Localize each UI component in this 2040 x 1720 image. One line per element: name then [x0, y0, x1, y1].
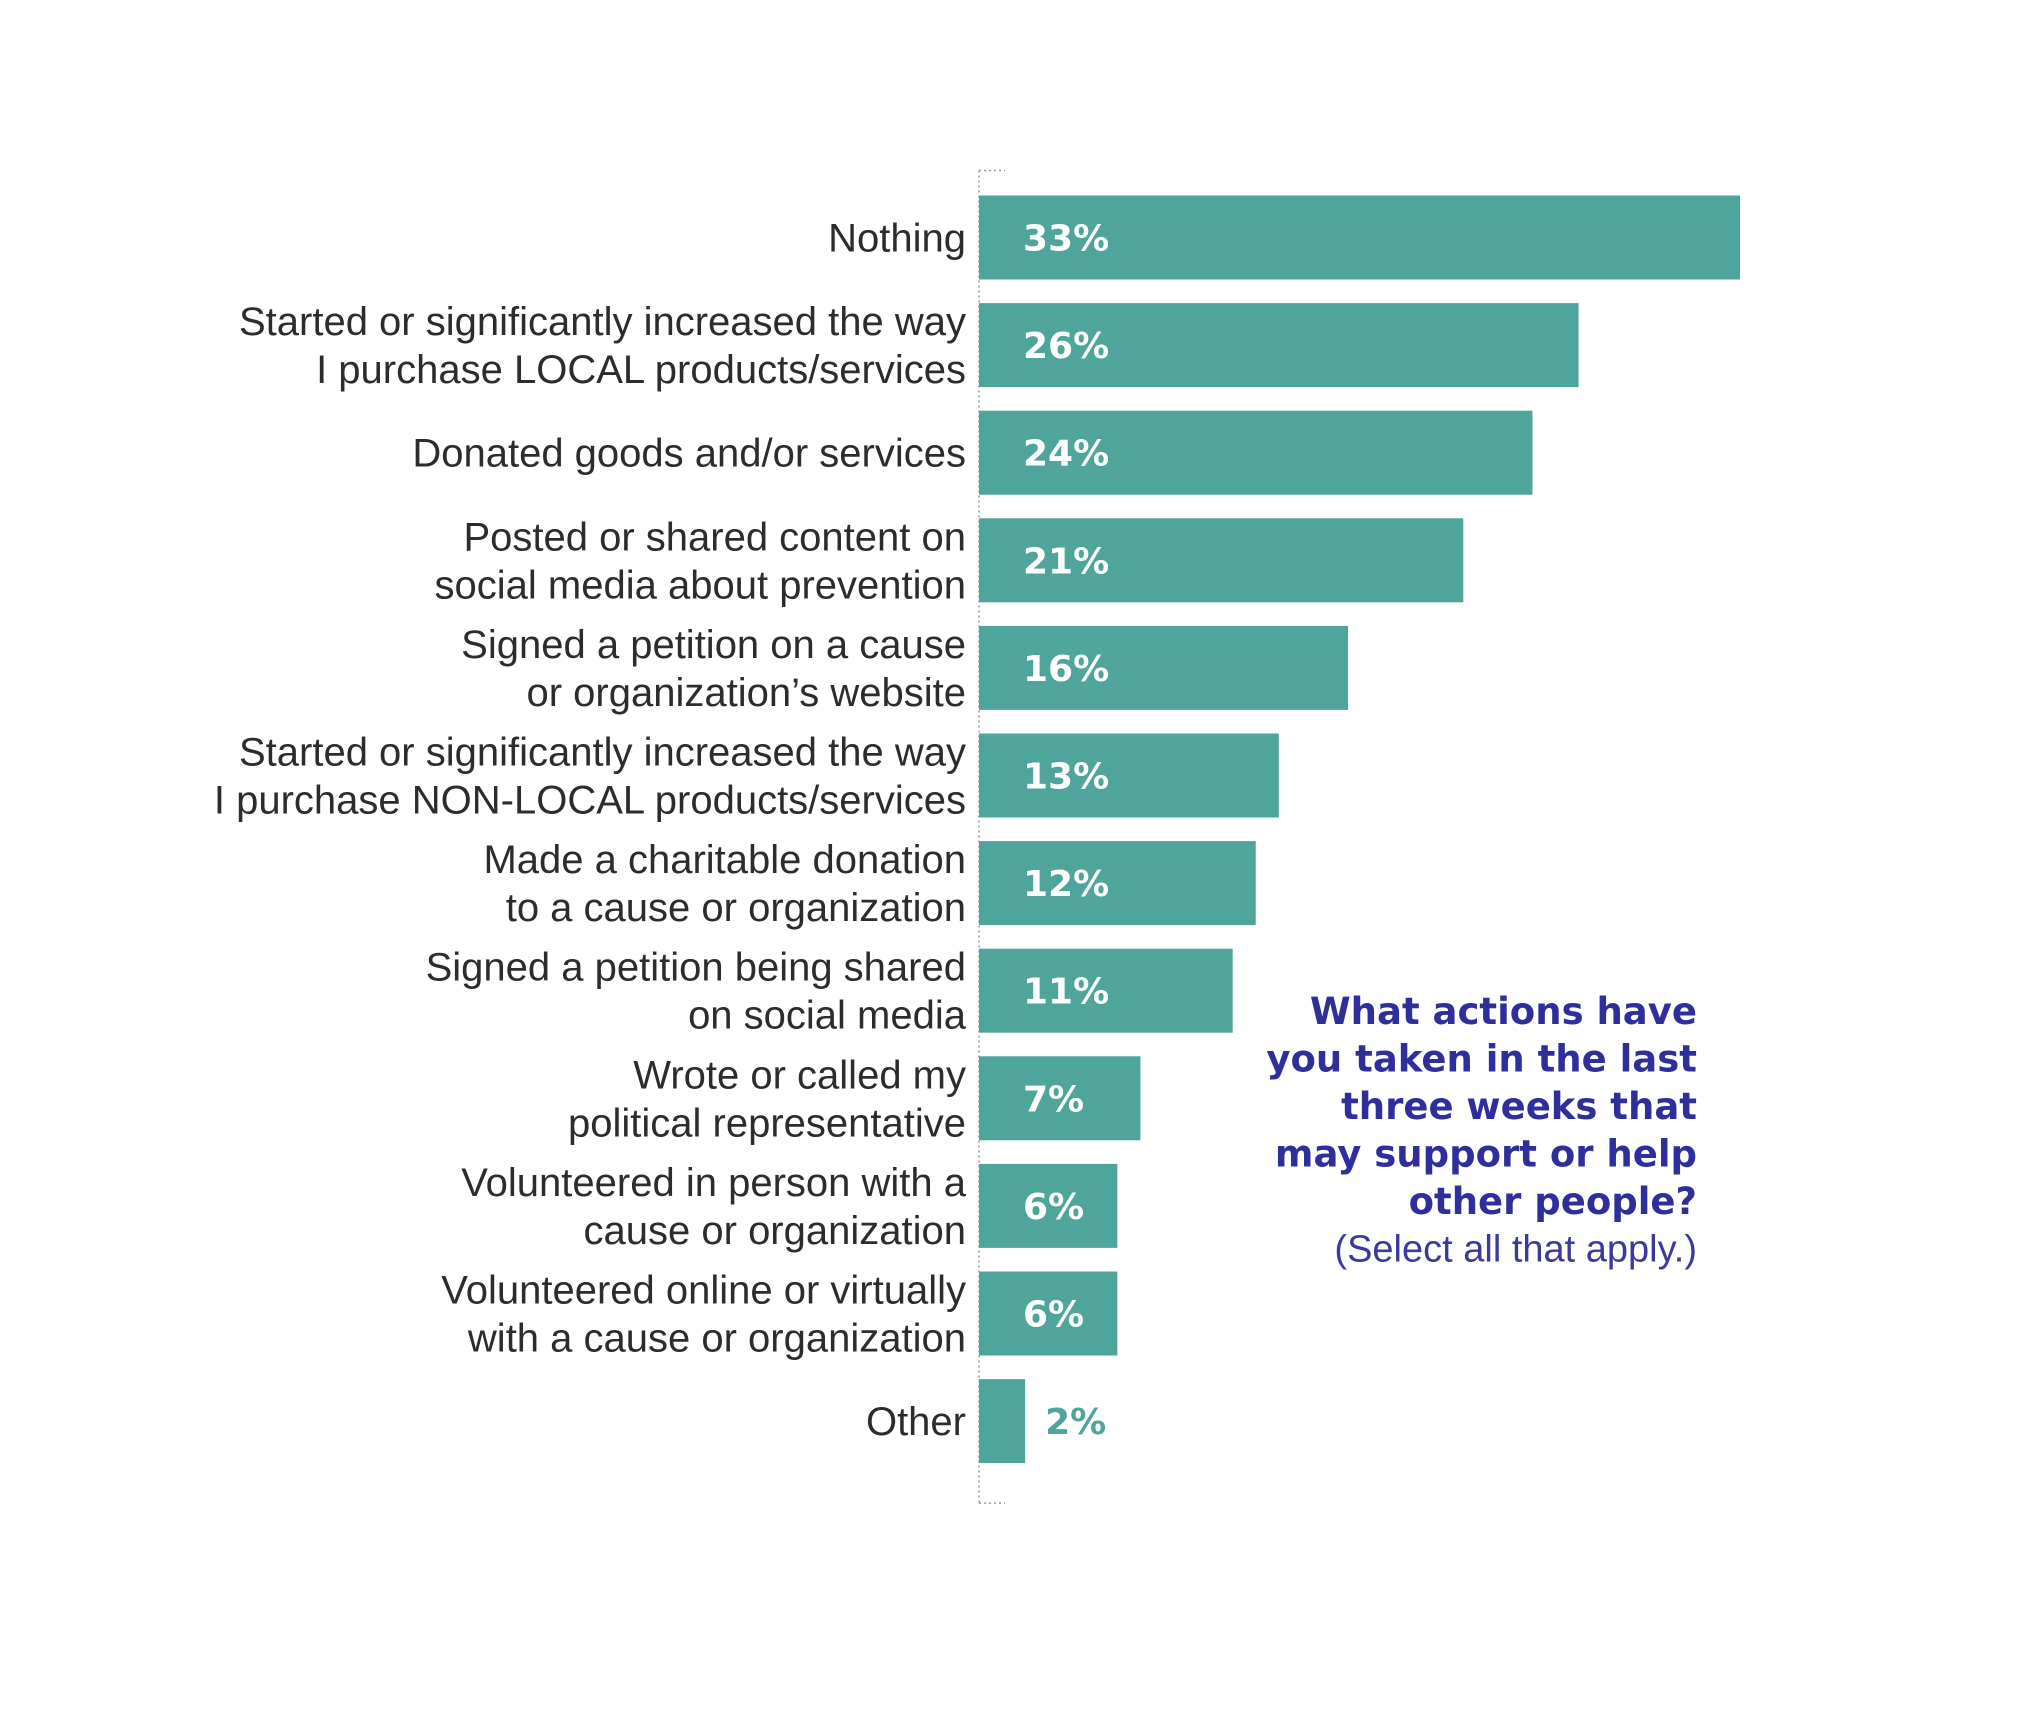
question-title-line: What actions have	[1310, 990, 1697, 1033]
category-label-line: social media about prevention	[435, 563, 966, 607]
category-label-line: Donated goods and/or services	[412, 432, 966, 476]
category-label-line: political representative	[568, 1101, 966, 1145]
category-label-line: Started or significantly increased the w…	[239, 300, 966, 344]
question-title-line: three weeks that	[1341, 1085, 1697, 1128]
bar	[979, 303, 1579, 388]
category-label: Signed a petition on a cause or organizat…	[461, 623, 966, 715]
category-label-line: Volunteered online or virtually	[441, 1269, 966, 1313]
value-label: 6%	[1023, 1295, 1084, 1336]
question-title: What actions have you taken in the last th…	[1266, 990, 1697, 1223]
category-label-line: I purchase NON-LOCAL products/services	[214, 779, 966, 823]
category-label: Made a charitable donation to a cause or …	[483, 838, 966, 930]
value-label: 7%	[1023, 1079, 1084, 1120]
category-label: Volunteered online or virtually with a ca…	[441, 1269, 966, 1361]
bar	[979, 733, 1279, 818]
value-label: 2%	[1045, 1402, 1106, 1443]
category-label-line: Posted or shared content on	[463, 515, 966, 559]
question-instruction: (Select all that apply.)	[1334, 1229, 1697, 1271]
category-label: Nothing	[828, 217, 966, 261]
value-label: 16%	[1023, 649, 1109, 690]
category-label-line: Signed a petition being shared	[426, 946, 966, 990]
category-label-line: with a cause or organization	[467, 1317, 966, 1361]
category-label-line: cause or organization	[584, 1209, 966, 1253]
bar	[979, 948, 1233, 1033]
question-title-line: other people?	[1409, 1180, 1697, 1223]
category-label-line: to a cause or organization	[506, 886, 966, 930]
category-label-line: Started or significantly increased the w…	[239, 731, 966, 775]
bar	[979, 625, 1348, 710]
category-label: Started or significantly increased the w…	[239, 300, 966, 392]
category-label: Donated goods and/or services	[412, 432, 966, 476]
category-label-line: I purchase LOCAL products/services	[316, 348, 966, 392]
value-label: 11%	[1023, 972, 1109, 1013]
category-label-line: Other	[866, 1400, 966, 1444]
category-label: Signed a petition being shared on social …	[426, 946, 967, 1038]
bar	[979, 518, 1464, 603]
category-label-line: Made a charitable donation	[483, 838, 966, 882]
value-label: 13%	[1023, 757, 1109, 798]
category-label: Posted or shared content on social media …	[435, 515, 966, 607]
category-label-line: or organization’s website	[526, 671, 966, 715]
category-label-line: Volunteered in person with a	[461, 1161, 967, 1205]
value-label: 6%	[1023, 1187, 1084, 1228]
category-label-line: Wrote or called my	[633, 1053, 966, 1097]
bar	[979, 1163, 1118, 1248]
category-label-line: Nothing	[828, 217, 966, 261]
bar	[979, 1379, 1026, 1464]
bar	[979, 841, 1256, 926]
value-label: 24%	[1023, 434, 1109, 475]
bar	[979, 195, 1740, 280]
category-label: Started or significantly increased the w…	[214, 731, 966, 823]
value-label: 33%	[1023, 219, 1109, 260]
question-title-line: may support or help	[1275, 1133, 1697, 1176]
bar	[979, 1271, 1118, 1356]
value-label: 26%	[1023, 326, 1109, 367]
category-label: Other	[866, 1400, 966, 1444]
category-label-line: on social media	[688, 994, 967, 1038]
value-label: 12%	[1023, 864, 1109, 905]
question-title-line: you taken in the last	[1266, 1038, 1697, 1081]
bar	[979, 410, 1533, 495]
category-label-line: Signed a petition on a cause	[461, 623, 966, 667]
bar	[979, 1056, 1141, 1141]
category-label: Wrote or called my political representati…	[568, 1053, 966, 1145]
category-label: Volunteered in person with a cause or org…	[461, 1161, 967, 1253]
value-label: 21%	[1023, 541, 1109, 582]
